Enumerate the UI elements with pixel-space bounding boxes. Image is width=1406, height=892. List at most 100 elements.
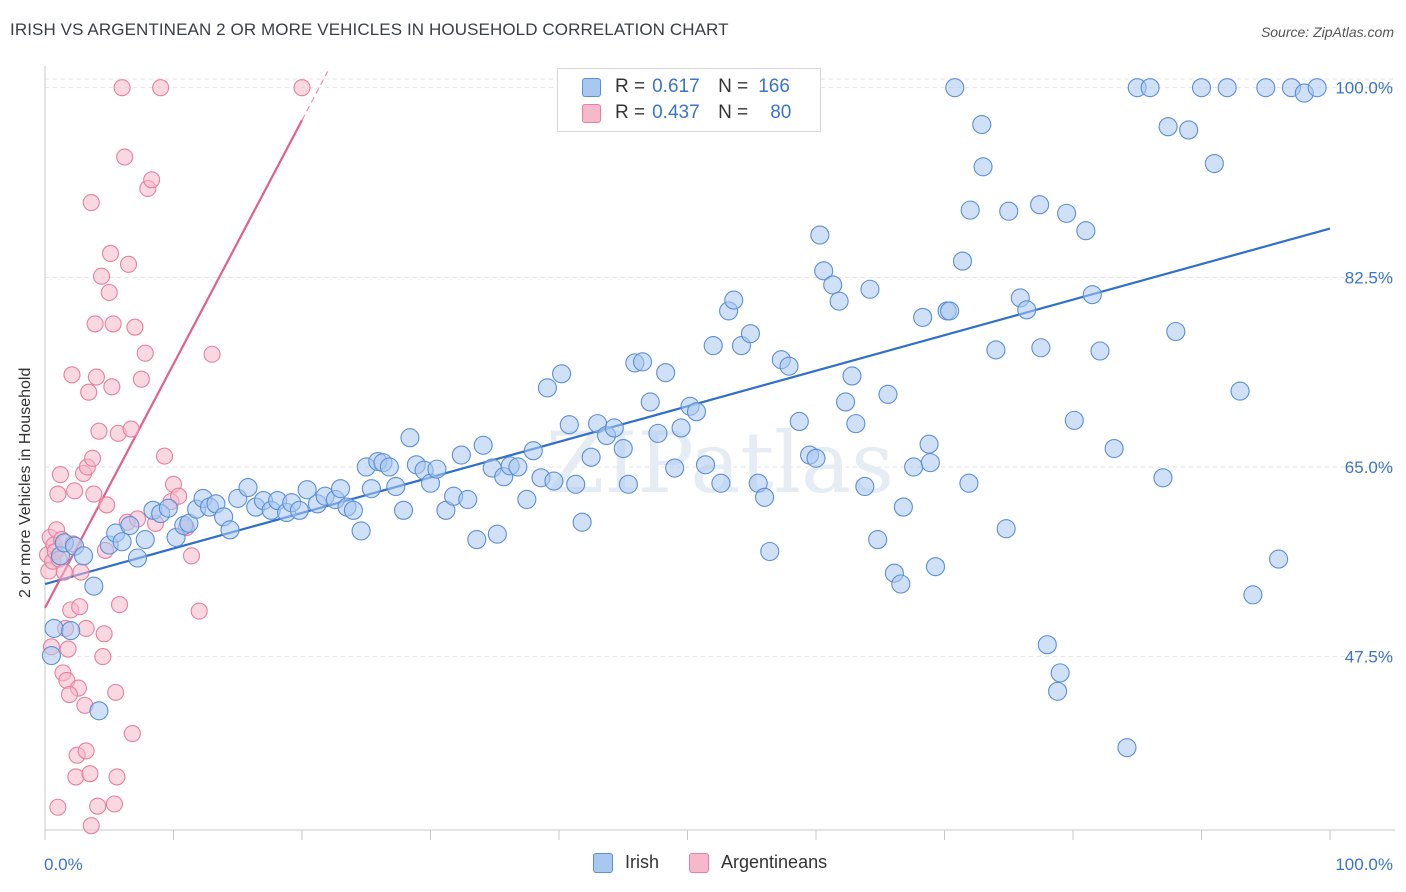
point-irish (855, 476, 875, 497)
point-argentineans (103, 378, 121, 396)
point-irish (952, 251, 973, 271)
point-irish (343, 500, 363, 520)
y-tick-label: 65.0% (1345, 458, 1393, 477)
stats-legend: R = 0.617 N = 166 R = 0.437 N = 80 (557, 68, 821, 132)
point-irish (604, 418, 624, 438)
point-argentineans (81, 765, 99, 783)
point-irish (1117, 738, 1137, 758)
point-irish (84, 576, 104, 596)
point-irish (400, 428, 420, 448)
point-argentineans (126, 318, 144, 336)
point-irish (695, 455, 716, 475)
point-irish (671, 418, 691, 438)
point-argentineans (95, 625, 113, 643)
point-irish (120, 515, 140, 536)
point-argentineans (132, 370, 150, 388)
point-irish (632, 352, 653, 372)
point-irish (823, 275, 843, 295)
point-irish (523, 441, 543, 461)
point-irish (686, 402, 707, 422)
legend-n-label: N = (718, 76, 749, 97)
y-tick-label: 82.5% (1345, 268, 1393, 287)
point-irish (891, 574, 911, 594)
point-irish (973, 157, 993, 177)
point-irish (789, 411, 809, 431)
point-irish (703, 336, 723, 356)
point-irish (640, 392, 660, 412)
point-irish (427, 459, 447, 479)
point-irish (755, 487, 775, 507)
point-irish (665, 458, 685, 478)
point-irish (648, 423, 668, 443)
point-irish (1217, 78, 1237, 98)
point-irish (919, 434, 939, 454)
point-irish (544, 471, 564, 491)
trend-line-argentineans (44, 119, 303, 609)
point-irish (1153, 468, 1173, 488)
point-argentineans (110, 596, 129, 614)
point-irish (913, 307, 933, 327)
point-irish (940, 301, 960, 321)
point-argentineans (293, 79, 311, 97)
point-argentineans (143, 171, 161, 189)
point-irish (618, 474, 638, 494)
point-argentineans (203, 345, 221, 363)
legend-r-value-irish: 0.617 (652, 76, 700, 97)
point-irish (1057, 203, 1077, 223)
point-irish (1269, 549, 1289, 569)
point-argentineans (59, 640, 77, 658)
point-irish (508, 457, 528, 477)
point-irish (112, 532, 132, 552)
series-legend-argentineans[interactable]: Argentineans (689, 852, 827, 873)
point-irish (1031, 338, 1051, 358)
axes (44, 66, 1395, 840)
point-irish (1179, 120, 1199, 140)
point-irish (458, 489, 478, 510)
point-irish (1048, 681, 1068, 701)
point-irish (860, 279, 880, 299)
point-argentineans (116, 148, 134, 166)
point-irish (920, 453, 940, 473)
point-irish (451, 445, 471, 465)
series-label-irish: Irish (625, 852, 660, 872)
point-irish (517, 489, 537, 510)
point-argentineans (55, 563, 73, 581)
point-irish (779, 356, 799, 376)
point-argentineans (77, 619, 95, 637)
point-irish (999, 201, 1019, 221)
point-argentineans (89, 797, 107, 815)
point-argentineans (80, 383, 98, 401)
point-irish (1076, 221, 1096, 241)
point-irish (1064, 410, 1084, 430)
point-argentineans (119, 255, 138, 273)
series-swatch-irish (593, 852, 613, 873)
point-irish (760, 541, 780, 562)
legend-row-argentineans: R = 0.437 N = 80 (582, 101, 791, 125)
point-irish (842, 366, 862, 386)
point-irish (89, 701, 109, 721)
point-irish (44, 618, 64, 638)
tick-labels: 47.5% 65.0% 82.5% 100.0% 0.0% 100.0% (44, 79, 1393, 874)
point-argentineans (190, 602, 208, 620)
point-irish (566, 474, 586, 494)
point-irish (158, 498, 178, 518)
point-argentineans (85, 485, 103, 503)
point-irish (806, 448, 826, 468)
y-tick-label: 47.5% (1345, 648, 1393, 667)
series-legend-irish[interactable]: Irish (593, 852, 659, 873)
points-argentineans (39, 79, 311, 835)
point-irish (960, 200, 980, 220)
point-irish (1082, 285, 1102, 305)
point-irish (297, 480, 317, 500)
grid-lines (45, 78, 1395, 658)
point-argentineans (49, 798, 67, 816)
point-irish (127, 548, 148, 568)
point-irish (1017, 300, 1037, 320)
point-irish (1037, 635, 1057, 655)
point-irish (1050, 663, 1070, 683)
legend-n-value-argentineans: 80 (770, 102, 792, 123)
point-irish (925, 557, 946, 577)
point-irish (996, 519, 1016, 539)
series-label-argentineans: Argentineans (721, 852, 828, 872)
chart-title: IRISH VS ARGENTINEAN 2 OR MORE VEHICLES … (10, 20, 729, 39)
